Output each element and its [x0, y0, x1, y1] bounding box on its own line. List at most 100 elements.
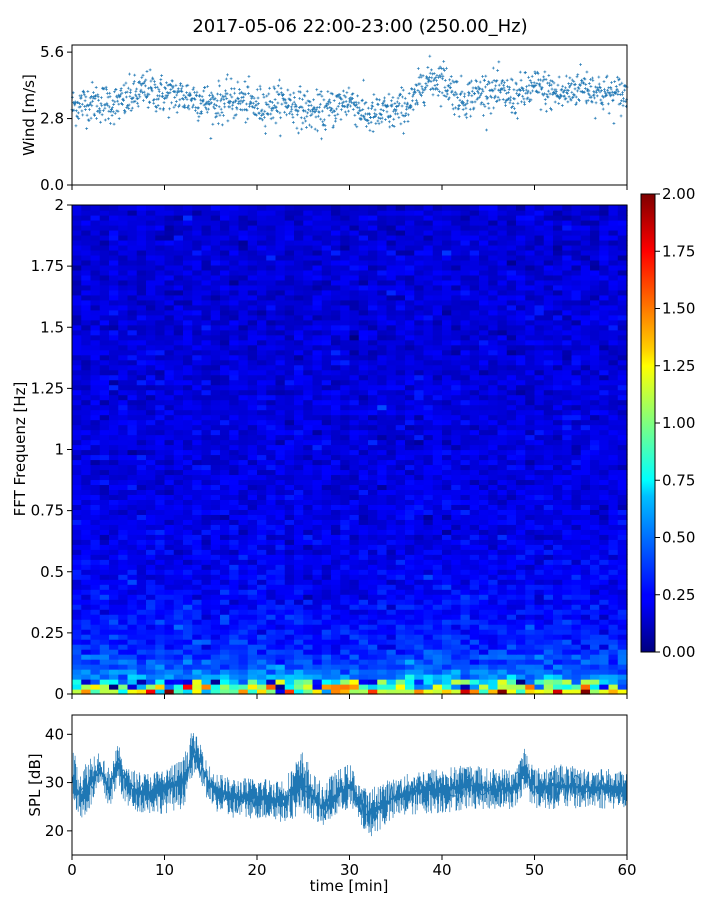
heatmap-cell — [183, 519, 193, 525]
heatmap-cell — [146, 424, 156, 431]
wind-point — [112, 122, 116, 126]
heatmap-cell — [358, 539, 369, 545]
wind-point — [172, 105, 176, 109]
heatmap-cell — [451, 404, 462, 411]
heatmap-cell — [442, 439, 452, 446]
wind-point — [222, 102, 226, 106]
heatmap-cell — [321, 619, 332, 625]
heatmap-cell — [414, 479, 425, 486]
wind-point — [235, 107, 239, 111]
heatmap-cell — [155, 559, 166, 565]
heatmap-cell — [358, 464, 369, 471]
wind-point — [229, 77, 233, 81]
heatmap-cell — [479, 684, 489, 690]
heatmap-cell — [247, 459, 258, 466]
heatmap-cell — [562, 519, 573, 525]
heatmap-cell — [543, 679, 554, 685]
heatmap-cell — [386, 484, 397, 491]
heatmap-cell — [617, 494, 628, 500]
heatmap-cell — [617, 489, 628, 496]
heatmap-cell — [553, 674, 563, 680]
heatmap-cell — [257, 664, 267, 670]
heatmap-cell — [220, 564, 230, 570]
wind-point — [104, 85, 108, 89]
wind-point — [274, 105, 278, 109]
heatmap-cell — [266, 474, 277, 481]
heatmap-cell — [599, 624, 610, 630]
heatmap-cell — [90, 404, 101, 411]
heatmap-cell — [525, 599, 536, 605]
wind-point — [275, 90, 279, 94]
heatmap-cell — [284, 499, 295, 505]
heatmap-cell — [553, 639, 563, 645]
heatmap-cell — [506, 479, 517, 486]
heatmap-cell — [451, 629, 462, 635]
heatmap-cell — [608, 469, 619, 476]
heatmap-cell — [183, 564, 193, 570]
wind-point — [346, 103, 350, 107]
heatmap-cell — [442, 654, 452, 660]
heatmap-cell — [599, 459, 610, 466]
heatmap-cell — [127, 554, 138, 560]
heatmap-cell — [386, 429, 397, 436]
heatmap-cell — [590, 424, 600, 431]
heatmap-cell — [553, 529, 563, 535]
wind-point — [424, 82, 428, 86]
heatmap-cell — [506, 619, 517, 625]
wind-point — [377, 122, 381, 126]
heatmap-cell — [312, 589, 323, 595]
heatmap-cell — [460, 494, 471, 500]
heatmap-cell — [405, 579, 415, 585]
wind-point — [397, 102, 401, 105]
wind-point — [108, 91, 112, 95]
heatmap-cell — [173, 609, 184, 615]
heatmap-cell — [127, 574, 138, 580]
heatmap-cell — [349, 674, 360, 680]
heatmap-cell — [497, 569, 508, 575]
heatmap-cell — [590, 614, 600, 620]
heatmap-cell — [284, 434, 295, 441]
wind-point — [416, 88, 420, 92]
heatmap-cell — [164, 664, 175, 670]
heatmap-cell — [257, 504, 267, 510]
wind-point — [139, 90, 143, 94]
heatmap-cell — [358, 654, 369, 660]
wind-point — [99, 96, 103, 100]
heatmap-cell — [349, 594, 360, 600]
heatmap-cell — [220, 484, 230, 491]
heatmap-cell — [608, 464, 619, 471]
heatmap-cell — [469, 444, 480, 451]
heatmap-cell — [173, 649, 184, 655]
heatmap-cell — [525, 579, 536, 585]
heatmap-cell — [220, 434, 230, 441]
heatmap-cell — [414, 414, 425, 421]
heatmap-cell — [136, 564, 147, 570]
wind-point — [272, 106, 275, 110]
heatmap-cell — [257, 574, 267, 580]
wind-point — [223, 105, 227, 109]
heatmap-cell — [506, 684, 517, 690]
heatmap-cell — [210, 424, 221, 431]
wind-point — [82, 93, 86, 97]
heatmap-cell — [599, 499, 610, 505]
heatmap-cell — [146, 599, 156, 605]
wind-point — [432, 72, 436, 75]
heatmap-cell — [386, 444, 397, 451]
heatmap-cell — [590, 619, 600, 625]
wind-point — [369, 120, 373, 124]
heatmap-cell — [109, 509, 119, 515]
heatmap-cell — [72, 639, 82, 645]
wind-point — [366, 106, 370, 110]
heatmap-cell — [580, 664, 591, 670]
heatmap-cell — [543, 429, 554, 436]
wind-point — [393, 102, 397, 105]
heatmap-cell — [423, 439, 434, 446]
heatmap-cell — [599, 399, 610, 406]
heatmap-cell — [414, 569, 425, 575]
heatmap-cell — [395, 454, 406, 461]
heatmap-cell — [562, 569, 573, 575]
heatmap-cell — [321, 559, 332, 565]
heatmap-cell — [386, 514, 397, 520]
heatmap-cell — [312, 474, 323, 481]
heatmap-cell — [155, 429, 166, 436]
